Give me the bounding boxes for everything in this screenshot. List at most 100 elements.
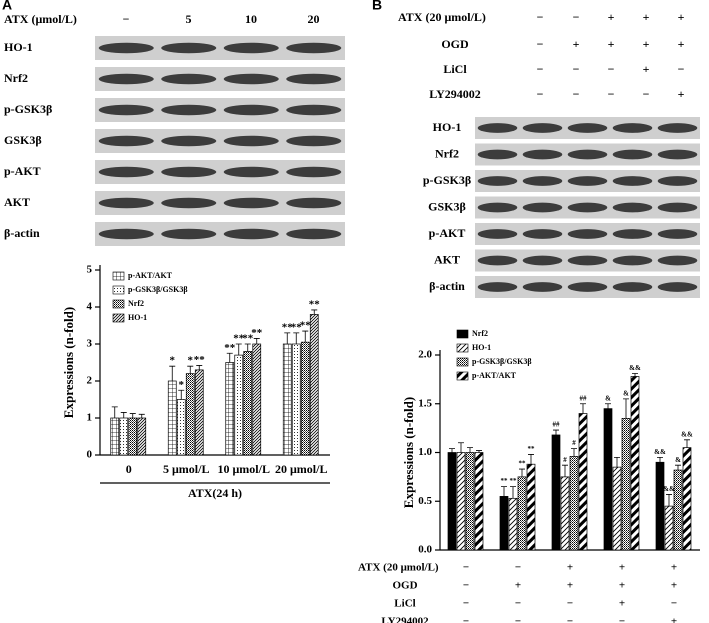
- bar: [252, 343, 262, 456]
- y-tick-label: 4: [87, 301, 93, 313]
- blot-label: β-actin: [429, 279, 465, 293]
- blot-band: [161, 197, 217, 209]
- blot-band: [657, 123, 698, 133]
- error-bar: [580, 403, 586, 414]
- treatment-sign: −: [463, 580, 469, 592]
- blot-band: [98, 166, 154, 178]
- panel-label: B: [372, 0, 382, 13]
- blot-band: [223, 135, 279, 147]
- treatment-sign: +: [671, 616, 677, 623]
- blot-band: [477, 202, 518, 213]
- significance-label: *: [188, 355, 194, 367]
- significance-label: **: [282, 321, 294, 333]
- error-bar: [467, 447, 473, 453]
- blot-band: [657, 176, 698, 186]
- error-bar: [120, 412, 127, 418]
- error-bar: [129, 413, 136, 418]
- bar: [225, 362, 235, 456]
- treatment-sign: −: [537, 62, 544, 76]
- treatment-sign: −: [515, 598, 521, 610]
- legend-label: Nrf2: [472, 329, 488, 338]
- blot-band: [612, 282, 653, 292]
- blot-band: [657, 202, 698, 213]
- treatment-label: OGD: [392, 580, 417, 592]
- error-bar: [235, 343, 242, 356]
- error-bar: [284, 332, 291, 344]
- error-bar: [614, 456, 620, 468]
- treatment-sign: +: [619, 562, 625, 574]
- bar: [110, 417, 120, 456]
- blot-band: [286, 197, 342, 209]
- treatment-label: OGD: [441, 37, 469, 51]
- blot-band: [286, 166, 342, 178]
- treatment-sign: +: [567, 580, 573, 592]
- y-tick-label: 5: [87, 264, 93, 276]
- significance-label: &: [623, 389, 629, 397]
- y-axis-label: Expressions (n-fold): [401, 397, 416, 508]
- significance-label: &&: [663, 485, 675, 493]
- blot-label: AKT: [434, 252, 460, 266]
- treatment-sign: −: [463, 562, 469, 574]
- blot-band: [161, 228, 217, 240]
- blot-label: p-GSK3β: [423, 173, 471, 187]
- legend-label: p-AKT/AKT: [472, 371, 517, 380]
- bar: [447, 452, 457, 551]
- blot-band: [657, 255, 698, 266]
- bar: [612, 466, 622, 551]
- blot-band: [161, 166, 217, 178]
- treatment-sign: +: [619, 598, 625, 610]
- blot-band: [477, 282, 518, 292]
- blot-band: [98, 73, 154, 85]
- blot-band: [286, 228, 342, 240]
- blot-label: GSK3β: [4, 133, 42, 147]
- significance-label: **: [291, 321, 303, 333]
- blot-band: [522, 229, 563, 239]
- treatment-sign: +: [608, 37, 615, 51]
- error-bar: [657, 456, 663, 463]
- bar: [128, 417, 138, 456]
- error-bar: [528, 454, 534, 465]
- blot-band: [286, 73, 342, 85]
- blot-band: [567, 202, 608, 213]
- blot-band: [612, 255, 653, 266]
- error-bar: [169, 365, 176, 381]
- error-bar: [293, 332, 300, 344]
- treatment-sign: −: [671, 598, 677, 610]
- error-bar: [244, 343, 251, 352]
- bar: [194, 369, 204, 456]
- error-bar: [311, 309, 318, 315]
- treatment-sign: +: [643, 37, 650, 51]
- legend-swatch: [456, 371, 469, 381]
- legend-label: p-AKT/AKT: [128, 271, 173, 280]
- treatment-sign: −: [537, 10, 544, 24]
- significance-label: **: [224, 342, 236, 354]
- blot-band: [98, 104, 154, 116]
- error-bar: [510, 486, 516, 499]
- blot-label: Nrf2: [4, 71, 28, 85]
- significance-label: *: [170, 355, 176, 367]
- significance-label: **: [510, 477, 518, 485]
- significance-label: **: [519, 460, 527, 468]
- x-tick-label: 20 μmol/L: [275, 462, 327, 476]
- treatment-sign: +: [678, 37, 685, 51]
- blot-band: [522, 255, 563, 266]
- blot-band: [286, 104, 342, 116]
- blot-band: [567, 229, 608, 239]
- blot-band: [522, 149, 563, 160]
- bar: [621, 418, 631, 551]
- treatment-sign: −: [537, 87, 544, 101]
- significance-label: ##: [553, 421, 561, 429]
- blot-band: [612, 202, 653, 213]
- blot-label: p-GSK3β: [4, 102, 52, 116]
- significance-label: *: [179, 379, 185, 391]
- bar: [291, 343, 301, 456]
- bar: [456, 452, 466, 551]
- lane-label: −: [123, 12, 130, 26]
- bar: [185, 373, 195, 456]
- treatment-sign: −: [678, 62, 685, 76]
- blot-band: [98, 135, 154, 147]
- blot-label: β-actin: [4, 226, 40, 240]
- y-tick-label: 0.0: [418, 544, 432, 556]
- legend-swatch: [456, 357, 469, 367]
